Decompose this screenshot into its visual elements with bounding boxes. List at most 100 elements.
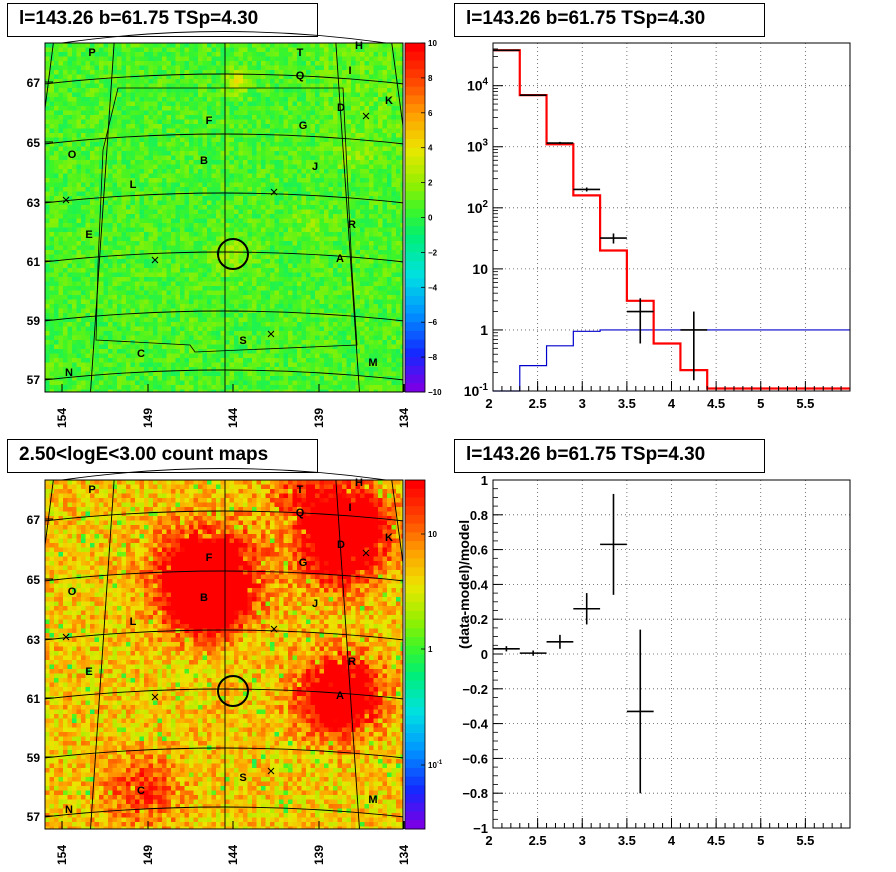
map-pixel [90, 115, 95, 120]
map-pixel [90, 88, 95, 93]
map-pixel [81, 178, 86, 183]
map-pixel [58, 124, 64, 129]
map-pixel [265, 182, 271, 188]
map-pixel [297, 52, 302, 57]
map-pixel [85, 205, 91, 210]
map-pixel [76, 151, 82, 156]
map-pixel [238, 259, 244, 264]
map-pixel [135, 187, 140, 192]
map-pixel [175, 74, 181, 80]
map-pixel [279, 128, 284, 134]
map-pixel [139, 47, 145, 53]
map-pixel [81, 146, 86, 152]
map-pixel [229, 160, 235, 165]
map-pixel [229, 214, 235, 219]
map-pixel [274, 232, 280, 237]
map-pixel [279, 245, 284, 251]
map-pixel [382, 200, 388, 206]
map-pixel [355, 79, 361, 84]
map-pixel [189, 92, 194, 98]
map-pixel [166, 259, 172, 264]
map-pixel [243, 200, 248, 206]
map-pixel [112, 227, 118, 233]
map-pixel [139, 290, 145, 296]
map-pixel [90, 223, 95, 228]
map-pixel [153, 74, 158, 80]
map-pixel [45, 65, 50, 71]
map-pixel [49, 101, 55, 107]
map-pixel [184, 155, 190, 161]
map-pixel [81, 205, 86, 210]
map-pixel [333, 241, 338, 246]
map-pixel [135, 88, 140, 93]
map-pixel [184, 259, 190, 264]
map-pixel [72, 70, 77, 75]
map-pixel [126, 209, 131, 215]
map-pixel [252, 115, 257, 120]
map-pixel [373, 286, 379, 291]
map-pixel [346, 187, 352, 192]
map-pixel [175, 79, 181, 84]
map-pixel [175, 178, 181, 183]
map-pixel [220, 232, 226, 237]
map-pixel [225, 205, 230, 210]
map-pixel [351, 200, 356, 206]
map-pixel [121, 200, 127, 206]
map-pixel [139, 209, 145, 215]
map-pixel [166, 128, 172, 134]
map-pixel [171, 83, 176, 89]
map-pixel [202, 169, 208, 174]
map-pixel [157, 245, 163, 251]
map-pixel [400, 290, 403, 296]
map-pixel [333, 263, 338, 269]
map-pixel [270, 304, 275, 309]
map-pixel [202, 164, 208, 170]
map-pixel [355, 65, 361, 71]
map-pixel [180, 88, 185, 93]
map-pixel [198, 295, 203, 300]
map-pixel [369, 79, 374, 84]
map-pixel [211, 142, 217, 147]
map-pixel [387, 173, 392, 179]
map-pixel [72, 151, 77, 156]
map-pixel [400, 142, 403, 147]
map-pixel [108, 187, 113, 192]
map-pixel [54, 290, 59, 296]
map-pixel [144, 151, 149, 156]
map-pixel [148, 178, 154, 183]
map-pixel [94, 191, 100, 197]
map-pixel [391, 313, 397, 318]
map-pixel [180, 124, 185, 129]
map-pixel [81, 115, 86, 120]
map-pixel [342, 52, 347, 57]
map-pixel [139, 304, 145, 309]
map-pixel [382, 187, 388, 192]
map-pixel [256, 223, 262, 228]
map-pixel [54, 43, 59, 48]
map-pixel [148, 61, 154, 66]
map-pixel [315, 124, 320, 129]
map-pixel [333, 205, 338, 210]
map-pixel [391, 304, 397, 309]
map-pixel [315, 214, 320, 219]
map-pixel [126, 196, 131, 201]
map-pixel [193, 97, 199, 102]
map-pixel [247, 88, 253, 93]
map-pixel [139, 137, 145, 143]
map-pixel [99, 155, 104, 161]
map-pixel [283, 43, 289, 48]
map-pixel [166, 142, 172, 147]
map-pixel [112, 47, 118, 53]
map-pixel [238, 133, 244, 138]
map-pixel [301, 250, 307, 255]
map-pixel [117, 317, 122, 323]
map-pixel [333, 227, 338, 233]
map-pixel [135, 232, 140, 237]
map-pixel [342, 196, 347, 201]
map-pixel [49, 146, 55, 152]
map-pixel [364, 259, 370, 264]
map-pixel [265, 214, 271, 219]
map-pixel [58, 214, 64, 219]
map-pixel [207, 223, 212, 228]
map-pixel [364, 313, 370, 318]
